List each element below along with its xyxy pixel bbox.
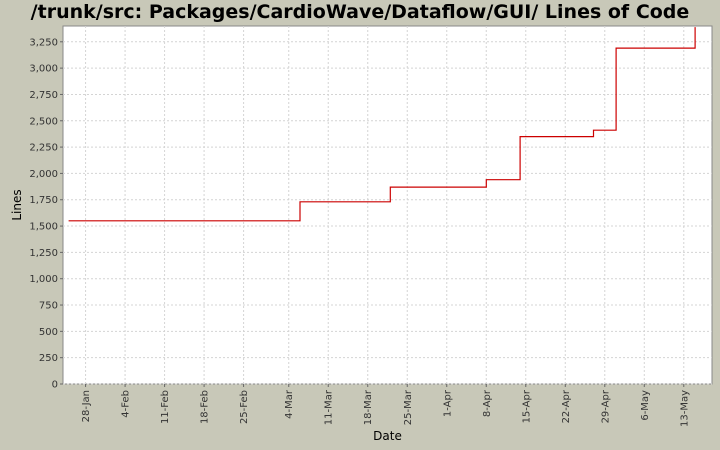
x-tick-label: 4-Mar: [284, 389, 295, 419]
y-tick-label: 3,250: [29, 37, 58, 48]
y-tick-label: 2,750: [29, 90, 58, 101]
y-axis-ticks: 0 250 500 750 1,000 1,250 1,500 1,750 2,000 2,250…: [29, 37, 63, 391]
x-tick-label: 1-Apr: [442, 389, 453, 417]
x-tick-label: 22-Apr: [561, 389, 572, 423]
x-tick-label: 6-May: [640, 390, 651, 421]
series-line: [68, 27, 696, 222]
y-axis-label: Lines: [10, 189, 24, 220]
y-tick-label: 3,000: [29, 64, 58, 75]
y-tick-label: 500: [39, 327, 58, 338]
x-tick-label: 28-Jan: [81, 390, 92, 422]
y-tick-label: 250: [39, 353, 58, 364]
y-tick-label: 1,750: [29, 195, 58, 206]
y-tick-label: 1,250: [29, 248, 58, 259]
y-tick-label: 2,000: [29, 169, 58, 180]
y-tick-label: 1,500: [29, 222, 58, 233]
y-tick-label: 1,000: [29, 274, 58, 285]
x-tick-label: 25-Feb: [239, 390, 250, 424]
x-axis-label: Date: [373, 429, 402, 443]
x-tick-label: 8-Apr: [482, 389, 493, 417]
x-tick-label: 13-May: [679, 390, 690, 427]
x-tick-label: 11-Mar: [324, 389, 335, 425]
x-tick-label: 4-Feb: [121, 390, 132, 418]
gridlines: [63, 26, 712, 385]
chart-title: /trunk/src: Packages/CardioWave/Dataflow…: [30, 1, 690, 23]
x-tick-label: 25-Mar: [403, 389, 414, 425]
y-tick-label: 0: [52, 380, 58, 391]
x-tick-label: 18-Feb: [200, 390, 211, 424]
x-tick-label: 15-Apr: [521, 389, 532, 423]
x-tick-label: 29-Apr: [600, 389, 611, 423]
x-tick-label: 18-Mar: [363, 389, 374, 425]
y-tick-label: 2,250: [29, 143, 58, 154]
x-tick-label: 11-Feb: [160, 390, 171, 424]
y-tick-label: 2,500: [29, 116, 58, 127]
y-tick-label: 750: [39, 301, 58, 312]
x-axis-ticks: 28-Jan 4-Feb 11-Feb 18-Feb 25-Feb 4-Mar 11-Mar…: [81, 384, 690, 427]
plot-area: [62, 25, 713, 385]
series: [68, 27, 696, 222]
